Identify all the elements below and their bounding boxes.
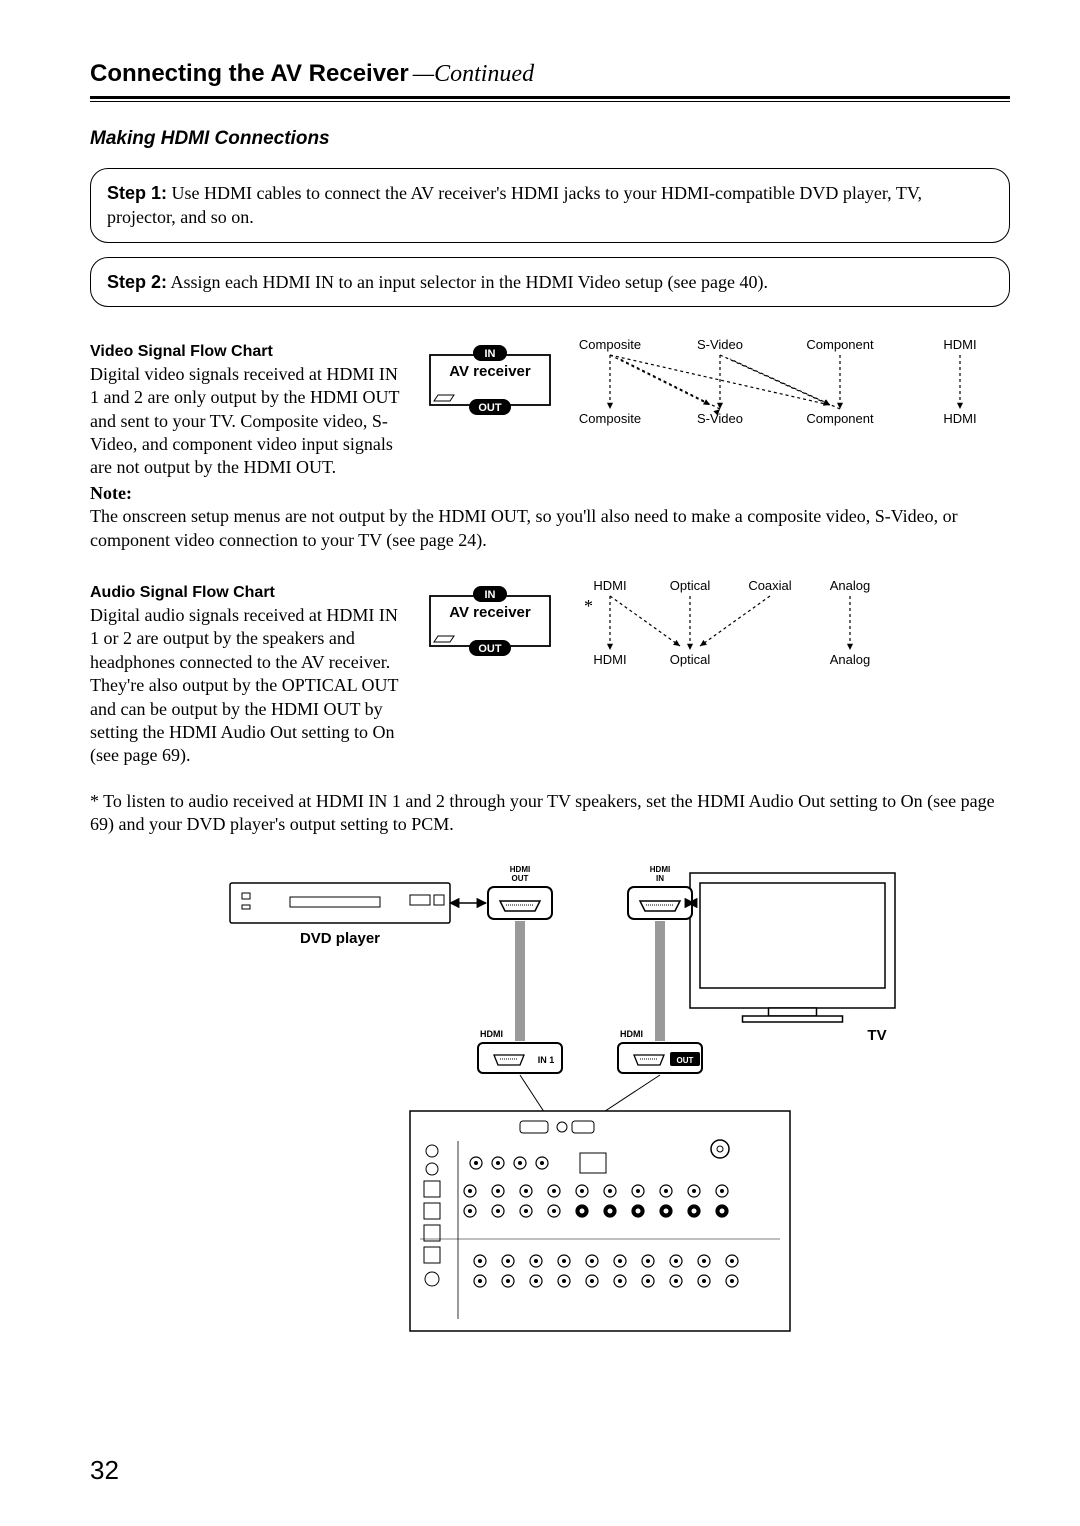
- svg-text:HDMI: HDMI: [593, 578, 626, 593]
- svg-text:HDMI: HDMI: [943, 337, 976, 352]
- svg-text:HDMI: HDMI: [620, 1029, 643, 1039]
- svg-text:Coaxial: Coaxial: [748, 578, 791, 593]
- step1-text: Use HDMI cables to connect the AV receiv…: [107, 183, 922, 227]
- svg-text:Component: Component: [806, 337, 874, 352]
- svg-text:HDMI: HDMI: [480, 1029, 503, 1039]
- step1-box: Step 1: Use HDMI cables to connect the A…: [90, 168, 1010, 243]
- video-flow-heading: Video Signal Flow Chart: [90, 343, 400, 361]
- svg-text:Optical: Optical: [670, 578, 711, 593]
- svg-text:IN: IN: [485, 589, 496, 601]
- audio-flow-row: Audio Signal Flow Chart Digital audio si…: [90, 562, 1010, 768]
- video-flow-left: Video Signal Flow Chart Digital video si…: [90, 321, 400, 480]
- page-number: 32: [90, 1455, 119, 1486]
- svg-text:IN 1: IN 1: [538, 1055, 555, 1065]
- video-note-label: Note:: [90, 483, 132, 503]
- svg-text:IN: IN: [485, 348, 496, 360]
- svg-text:HDMI: HDMI: [943, 411, 976, 426]
- video-note-text: The onscreen setup menus are not output …: [90, 506, 958, 549]
- step1-label: Step 1:: [107, 183, 167, 203]
- page-title: Connecting the AV Receiver: [90, 60, 409, 87]
- audio-flow-heading: Audio Signal Flow Chart: [90, 584, 400, 602]
- video-flow-para: Digital video signals received at HDMI I…: [90, 363, 400, 480]
- connection-diagram: DVD playerHDMIOUTTVHDMIINHDMIIN 1HDMIOUT: [190, 853, 910, 1353]
- page-title-continued: —Continued: [413, 61, 534, 87]
- step2-box: Step 2: Assign each HDMI IN to an input …: [90, 257, 1010, 307]
- svg-text:TV: TV: [867, 1027, 886, 1044]
- svg-text:OUT: OUT: [677, 1056, 694, 1065]
- step2-label: Step 2:: [107, 272, 167, 292]
- svg-text:IN: IN: [656, 874, 664, 883]
- audio-footnote: * To listen to audio received at HDMI IN…: [90, 790, 1010, 837]
- audio-flow-chart: AV receiver IN OUT HDMI Optical Coaxial Analog…: [420, 562, 920, 682]
- svg-text:Optical: Optical: [670, 652, 711, 667]
- svg-text:AV receiver: AV receiver: [449, 604, 531, 621]
- audio-flow-chart-wrap: AV receiver IN OUT HDMI Optical Coaxial Analog…: [420, 562, 1010, 682]
- title-rule-thick: [90, 96, 1010, 99]
- video-note: Note: The onscreen setup menus are not o…: [90, 482, 1010, 552]
- title-rule-thin: [90, 101, 1010, 102]
- svg-text:HDMI: HDMI: [593, 652, 626, 667]
- audio-flow-para: Digital audio signals received at HDMI I…: [90, 604, 400, 768]
- svg-text:Analog: Analog: [830, 652, 870, 667]
- svg-text:S-Video: S-Video: [697, 337, 743, 352]
- video-flow-row: Video Signal Flow Chart Digital video si…: [90, 321, 1010, 480]
- svg-text:AV receiver: AV receiver: [449, 363, 531, 380]
- svg-text:HDMI: HDMI: [510, 865, 530, 874]
- video-flow-chart: AV receiver IN OUT Composite S-Video Componen…: [420, 321, 990, 441]
- svg-text:*: *: [584, 596, 593, 616]
- page-title-row: Connecting the AV Receiver —Continued: [90, 60, 1010, 88]
- svg-text:S-Video: S-Video: [697, 411, 743, 426]
- svg-text:Component: Component: [806, 411, 874, 426]
- step2-text: Assign each HDMI IN to an input selector…: [167, 272, 768, 292]
- video-flow-chart-wrap: AV receiver IN OUT Composite S-Video Componen…: [420, 321, 1010, 441]
- svg-text:OUT: OUT: [478, 402, 502, 414]
- svg-text:HDMI: HDMI: [650, 865, 670, 874]
- svg-text:DVD player: DVD player: [300, 930, 380, 947]
- svg-text:Composite: Composite: [579, 337, 641, 352]
- section-heading: Making HDMI Connections: [90, 128, 1010, 150]
- svg-text:Analog: Analog: [830, 578, 870, 593]
- svg-text:OUT: OUT: [478, 643, 502, 655]
- audio-flow-left: Audio Signal Flow Chart Digital audio si…: [90, 562, 400, 768]
- svg-text:OUT: OUT: [512, 874, 529, 883]
- svg-text:Composite: Composite: [579, 411, 641, 426]
